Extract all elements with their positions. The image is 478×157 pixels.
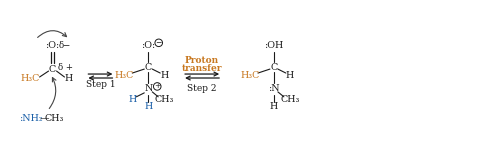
Text: −: − (155, 39, 162, 47)
Text: N: N (144, 84, 152, 93)
Text: +: + (154, 82, 161, 90)
Text: :OH: :OH (264, 41, 283, 50)
Text: :O:: :O: (45, 41, 60, 50)
Text: H₃C: H₃C (21, 74, 40, 84)
FancyArrowPatch shape (49, 78, 56, 108)
Text: H₃C: H₃C (240, 70, 260, 80)
Text: Step 2: Step 2 (187, 84, 217, 93)
Text: transfer: transfer (182, 64, 222, 73)
Text: H: H (65, 74, 73, 84)
Text: :NH₂: :NH₂ (19, 114, 43, 123)
Text: :O:: :O: (141, 41, 155, 50)
Text: H: H (286, 70, 294, 80)
Text: CH₃: CH₃ (280, 95, 300, 104)
Text: H: H (270, 102, 278, 111)
Text: —: — (40, 114, 49, 123)
Text: CH₃: CH₃ (45, 114, 64, 123)
Text: :N: :N (268, 84, 280, 93)
Text: H: H (128, 95, 136, 104)
Text: H₃C: H₃C (115, 70, 134, 80)
Text: H: H (144, 102, 152, 111)
Text: CH₃: CH₃ (154, 95, 174, 104)
Text: C: C (145, 63, 152, 72)
Text: Step 1: Step 1 (86, 80, 115, 89)
Text: C: C (270, 63, 278, 72)
Text: δ +: δ + (58, 63, 73, 72)
Text: C: C (49, 65, 56, 74)
Text: δ−: δ− (58, 41, 71, 50)
Text: H: H (160, 70, 168, 80)
Text: Proton: Proton (185, 56, 219, 65)
FancyArrowPatch shape (38, 31, 66, 38)
